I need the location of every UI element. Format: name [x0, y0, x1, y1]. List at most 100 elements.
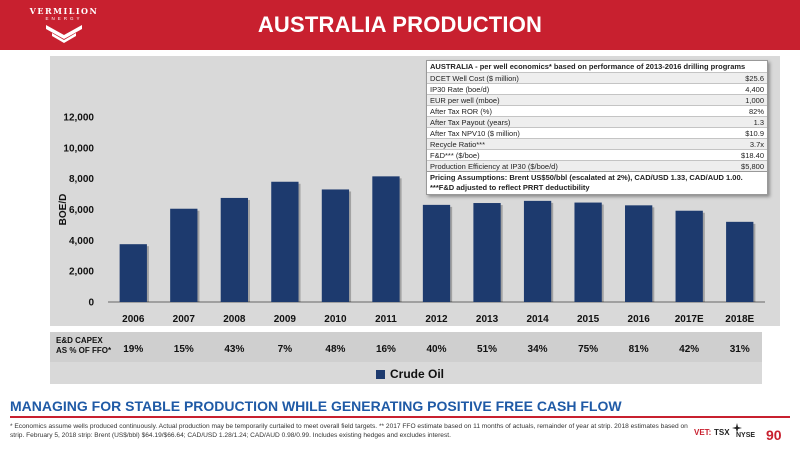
bar [473, 203, 501, 302]
capex-value: 7% [277, 344, 293, 355]
bar [523, 200, 552, 302]
capex-value: 31% [729, 344, 750, 355]
economics-row-value: $25.6 [745, 74, 764, 83]
capex-value: 48% [325, 344, 346, 355]
bar [726, 221, 754, 302]
bar [119, 244, 147, 302]
economics-row: DCET Well Cost ($ million) $25.6 [427, 72, 767, 83]
economics-row: EUR per well (mboe) 1,000 [427, 94, 767, 105]
bar [675, 210, 703, 302]
y-tick-label: 8,000 [69, 174, 94, 185]
capex-value: 81% [628, 344, 649, 355]
economics-notes: Pricing Assumptions: Brent US$50/bbl (es… [427, 171, 767, 194]
x-tick-label: 2014 [526, 314, 549, 325]
capex-value: 34% [527, 344, 548, 355]
capex-label: E&D CAPEX AS % OF FFO* [56, 336, 111, 356]
x-tick-label: 2016 [628, 314, 651, 325]
x-tick-label: 2011 [375, 314, 397, 325]
y-tick-label: 6,000 [69, 205, 94, 216]
x-tick-label: 2015 [577, 314, 600, 325]
economics-row-label: DCET Well Cost ($ million) [430, 74, 519, 83]
bar [372, 176, 400, 302]
economics-row: Recycle Ratio*** 3.7x [427, 138, 767, 149]
capex-value: 75% [578, 344, 599, 355]
logo-subtext: ENERGY [45, 16, 83, 21]
divider-rule [10, 416, 790, 418]
capex-label-line1: E&D CAPEX [56, 336, 103, 345]
capex-value: 15% [173, 344, 194, 355]
bar [321, 189, 350, 302]
economics-row-value: 3.7x [749, 140, 764, 149]
legend-swatch-crude-oil [376, 369, 385, 379]
economics-row: After Tax ROR (%) 82% [427, 105, 767, 116]
capex-value: 16% [375, 344, 396, 355]
economics-title: AUSTRALIA - per well economics* based on… [430, 62, 746, 71]
capex-panel [50, 332, 762, 364]
header-bar: VERMILION ENERGY AUSTRALIA PRODUCTION [0, 0, 800, 50]
logo-wordmark: VERMILION [29, 6, 99, 16]
footnote: * Economics assume wells produced contin… [10, 423, 688, 439]
y-tick-label: 12,000 [63, 113, 94, 124]
tsx-star-icon [732, 423, 742, 433]
bar [625, 205, 653, 302]
bar [220, 197, 248, 302]
bar [422, 204, 451, 302]
y-axis-label: BOE/D [58, 194, 69, 226]
legend-panel [50, 362, 762, 384]
x-tick-label: 2012 [425, 314, 448, 325]
economics-row-label: IP30 Rate (boe/d) [430, 85, 490, 94]
x-tick-label: 2018E [725, 314, 754, 325]
company-logo: VERMILION ENERGY [22, 6, 106, 46]
y-tick-label: 4,000 [69, 236, 94, 247]
economics-row-value: 82% [748, 107, 764, 116]
page-title: AUSTRALIA PRODUCTION [257, 12, 543, 37]
economics-table: AUSTRALIA - per well economics* based on… [426, 60, 768, 195]
capex-value: 51% [477, 344, 498, 355]
capex-label-line2: AS % OF FFO* [56, 346, 112, 355]
economics-row-value: $18.40 [741, 151, 764, 160]
chevron-logo-icon [46, 25, 82, 43]
capex-value: 40% [426, 344, 447, 355]
economics-row-label: Production Efficiency at IP30 ($/boe/d) [430, 162, 558, 171]
x-tick-label: 2017E [675, 314, 704, 325]
economics-row: IP30 Rate (boe/d) 4,400 [427, 83, 767, 94]
economics-row-value: 4,400 [745, 85, 764, 94]
x-tick-label: 2007 [173, 314, 196, 325]
economics-row-value: 1,000 [745, 96, 764, 105]
x-tick-label: 2008 [223, 314, 246, 325]
economics-row-label: After Tax NPV10 ($ million) [430, 129, 520, 138]
page-number: 90 [766, 427, 782, 443]
slide-subtitle: MANAGING FOR STABLE PRODUCTION WHILE GEN… [10, 398, 622, 414]
x-tick-label: 2009 [274, 314, 297, 325]
economics-row-value: $5,800 [741, 162, 764, 171]
x-tick-label: 2006 [122, 314, 145, 325]
ticker-tsx: TSX [714, 428, 730, 437]
capex-value: 43% [224, 344, 245, 355]
chart-legend: Crude Oil [376, 366, 444, 382]
economics-rows: DCET Well Cost ($ million) $25.6 IP30 Rate… [427, 72, 767, 171]
economics-row-label: Recycle Ratio*** [430, 140, 486, 149]
bar [574, 202, 602, 302]
economics-row-label: EUR per well (mboe) [430, 96, 500, 105]
economics-row-label: F&D*** ($/boe) [430, 151, 480, 160]
economics-row-label: After Tax Payout (years) [430, 118, 511, 127]
x-tick-label: 2013 [476, 314, 499, 325]
economics-row: After Tax NPV10 ($ million) $10.9 [427, 127, 767, 138]
pricing-note: Pricing Assumptions: Brent US$50/bbl (es… [430, 173, 743, 182]
legend-label-crude-oil: Crude Oil [390, 367, 445, 381]
exchange-listing: VET: TSX NYSE [694, 423, 764, 443]
bar [170, 208, 198, 302]
y-tick-label: 0 [88, 298, 94, 309]
ticker-vet: VET: [694, 428, 712, 437]
y-tick-label: 2,000 [69, 267, 94, 278]
capex-value: 19% [123, 344, 144, 355]
y-tick-label: 10,000 [63, 143, 94, 154]
economics-row-label: After Tax ROR (%) [430, 107, 492, 116]
economics-row-value: 1.3 [753, 118, 764, 127]
x-tick-label: 2010 [324, 314, 347, 325]
economics-row: Production Efficiency at IP30 ($/boe/d) $… [427, 160, 767, 171]
ticker-nyse: NYSE [736, 432, 756, 439]
economics-row: F&D*** ($/boe) $18.40 [427, 149, 767, 160]
economics-row-value: $10.9 [745, 129, 764, 138]
bar [271, 181, 299, 302]
